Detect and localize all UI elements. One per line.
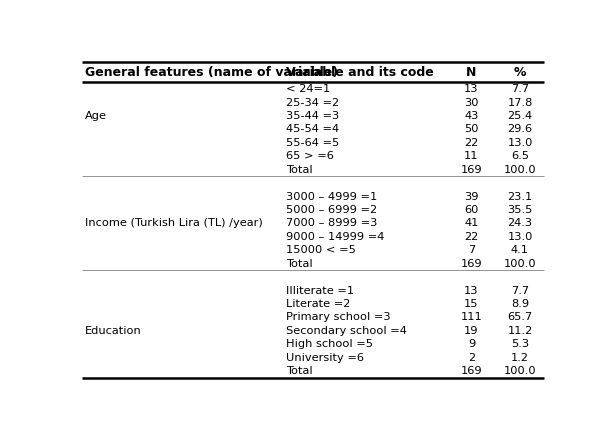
Text: 7000 – 8999 =3: 7000 – 8999 =3: [287, 219, 378, 229]
Text: 45-54 =4: 45-54 =4: [287, 124, 340, 134]
Text: 65 > =6: 65 > =6: [287, 151, 334, 161]
Text: Secondary school =4: Secondary school =4: [287, 326, 408, 336]
Text: 39: 39: [464, 191, 478, 202]
Text: Income (Turkish Lira (TL) /year): Income (Turkish Lira (TL) /year): [86, 219, 263, 229]
Text: 60: 60: [464, 205, 478, 215]
Text: Total: Total: [287, 259, 313, 269]
Text: 11.2: 11.2: [507, 326, 533, 336]
Text: 1.2: 1.2: [511, 353, 529, 363]
Text: 29.6: 29.6: [507, 124, 533, 134]
Text: 15000 < =5: 15000 < =5: [287, 245, 356, 255]
Text: 5.3: 5.3: [511, 339, 529, 349]
Text: 9000 – 14999 =4: 9000 – 14999 =4: [287, 232, 385, 242]
Text: 17.8: 17.8: [507, 98, 533, 108]
Text: General features (name of variable): General features (name of variable): [86, 66, 338, 79]
Text: 111: 111: [461, 312, 482, 322]
Text: 41: 41: [464, 219, 478, 229]
Text: 50: 50: [464, 124, 478, 134]
Text: 4.1: 4.1: [511, 245, 529, 255]
Text: 7.7: 7.7: [511, 286, 529, 295]
Text: 169: 169: [461, 366, 482, 376]
Text: 5000 – 6999 =2: 5000 – 6999 =2: [287, 205, 378, 215]
Text: Literate =2: Literate =2: [287, 299, 351, 309]
Text: High school =5: High school =5: [287, 339, 373, 349]
Text: 8.9: 8.9: [511, 299, 529, 309]
Text: 22: 22: [464, 232, 478, 242]
Text: < 24=1: < 24=1: [287, 84, 331, 94]
Text: 100.0: 100.0: [503, 259, 536, 269]
Text: Total: Total: [287, 165, 313, 175]
Text: N: N: [466, 66, 477, 79]
Text: 13.0: 13.0: [507, 138, 533, 148]
Text: 55-64 =5: 55-64 =5: [287, 138, 340, 148]
Text: 100.0: 100.0: [503, 366, 536, 376]
Text: 169: 169: [461, 165, 482, 175]
Text: 13: 13: [464, 84, 478, 94]
Text: 22: 22: [464, 138, 478, 148]
Text: 3000 – 4999 =1: 3000 – 4999 =1: [287, 191, 378, 202]
Text: 9: 9: [468, 339, 475, 349]
Text: University =6: University =6: [287, 353, 364, 363]
Text: 30: 30: [464, 98, 478, 108]
Text: 15: 15: [464, 299, 478, 309]
Text: Primary school =3: Primary school =3: [287, 312, 391, 322]
Text: Education: Education: [86, 326, 142, 336]
Text: 43: 43: [464, 111, 478, 121]
Text: Total: Total: [287, 366, 313, 376]
Text: 7: 7: [468, 245, 475, 255]
Text: %: %: [514, 66, 526, 79]
Text: 65.7: 65.7: [507, 312, 533, 322]
Text: 24.3: 24.3: [507, 219, 533, 229]
Text: Illiterate =1: Illiterate =1: [287, 286, 354, 295]
Text: 169: 169: [461, 259, 482, 269]
Text: Variable and its code: Variable and its code: [287, 66, 434, 79]
Text: 35.5: 35.5: [507, 205, 533, 215]
Text: Age: Age: [86, 111, 108, 121]
Text: 25-34 =2: 25-34 =2: [287, 98, 340, 108]
Text: 35-44 =3: 35-44 =3: [287, 111, 340, 121]
Text: 25.4: 25.4: [507, 111, 533, 121]
Text: 7.7: 7.7: [511, 84, 529, 94]
Text: 19: 19: [464, 326, 478, 336]
Text: 11: 11: [464, 151, 478, 161]
Text: 6.5: 6.5: [511, 151, 529, 161]
Text: 23.1: 23.1: [507, 191, 533, 202]
Text: 13.0: 13.0: [507, 232, 533, 242]
Text: 2: 2: [468, 353, 475, 363]
Text: 100.0: 100.0: [503, 165, 536, 175]
Text: 13: 13: [464, 286, 478, 295]
